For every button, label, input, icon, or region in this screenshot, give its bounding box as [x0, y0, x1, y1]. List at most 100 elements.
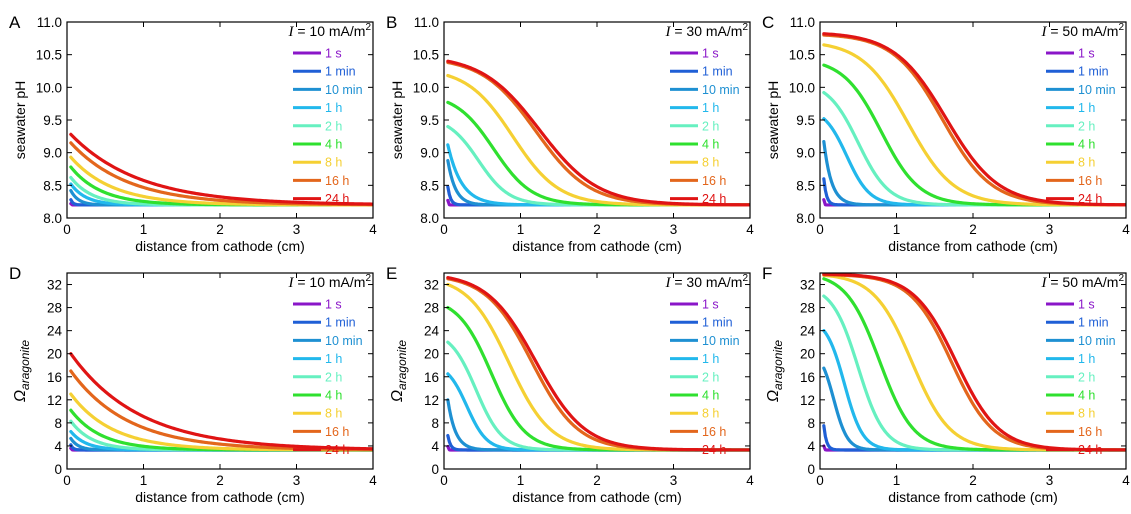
legend-entry: 4 h — [1078, 389, 1095, 403]
y-tick-label: 4 — [54, 439, 62, 454]
y-tick-label: 10.0 — [789, 80, 815, 95]
x-axis-label: distance from cathode (cm) — [888, 238, 1058, 254]
legend-entry: 1 h — [702, 352, 719, 366]
y-tick-label: 32 — [424, 278, 439, 293]
x-tick-label: 0 — [63, 473, 71, 488]
y-axis-label: Ωaragonite — [765, 340, 785, 403]
x-tick-label: 3 — [293, 473, 301, 488]
panel-letter: A — [9, 13, 21, 32]
legend-entry: 24 h — [325, 192, 349, 206]
y-tick-label: 20 — [47, 347, 62, 362]
legend-entry: 1 min — [702, 65, 733, 79]
x-axis-label: distance from cathode (cm) — [888, 489, 1058, 505]
legend-entry: 24 h — [702, 192, 726, 206]
legend-entry: 1 s — [325, 47, 342, 61]
x-tick-label: 0 — [440, 222, 448, 237]
x-tick-label: 0 — [816, 473, 824, 488]
legend-entry: 1 s — [702, 298, 719, 312]
legend-entry: 8 h — [1078, 407, 1095, 421]
y-tick-label: 0 — [431, 462, 439, 477]
y-tick-label: 10.5 — [413, 48, 439, 63]
panel-letter: E — [386, 264, 397, 283]
legend-entry: 1 s — [325, 298, 342, 312]
x-tick-label: 2 — [969, 222, 977, 237]
y-tick-label: 0 — [54, 462, 62, 477]
legend-entry: 24 h — [1078, 443, 1102, 457]
x-tick-label: 4 — [369, 473, 377, 488]
y-tick-label: 10.0 — [413, 80, 439, 95]
legend-entry: 8 h — [1078, 156, 1095, 170]
y-axis-label: Ωaragonite — [389, 340, 409, 403]
x-tick-label: 2 — [216, 473, 224, 488]
panel-letter: F — [762, 264, 772, 283]
y-axis-label: seawater pH — [765, 81, 781, 160]
legend-entry: 4 h — [325, 138, 342, 152]
x-tick-label: 4 — [1122, 222, 1130, 237]
series-line-24h — [822, 32, 1126, 207]
legend-entry: 1 min — [702, 316, 733, 330]
y-tick-label: 0 — [807, 462, 815, 477]
y-tick-label: 9.5 — [43, 113, 62, 128]
legend-entry: 2 h — [325, 119, 342, 133]
y-tick-label: 28 — [800, 301, 815, 316]
x-tick-label: 3 — [293, 222, 301, 237]
y-tick-label: 12 — [47, 393, 62, 408]
y-tick-label: 11.0 — [414, 15, 439, 30]
y-tick-label: 9.0 — [420, 146, 439, 161]
y-tick-label: 8.0 — [43, 211, 62, 226]
x-tick-label: 2 — [593, 222, 601, 237]
y-tick-label: 24 — [47, 324, 63, 339]
x-axis-label: distance from cathode (cm) — [135, 489, 305, 505]
y-tick-label: 10.5 — [789, 48, 815, 63]
x-tick-label: 2 — [969, 473, 977, 488]
legend-entry: 1 h — [1078, 352, 1095, 366]
x-tick-label: 4 — [1122, 473, 1130, 488]
legend-entry: 4 h — [702, 138, 719, 152]
legend-entry: 16 h — [702, 174, 726, 188]
x-tick-label: 1 — [517, 473, 525, 488]
panel-C: 0 1 2 3 4 8.0 8.5 9.0 9.5 10.0 10.5 11.0 distance fr… — [762, 13, 1130, 254]
y-tick-label: 20 — [800, 347, 815, 362]
legend-entry: 1 h — [702, 101, 719, 115]
legend-entry: 16 h — [325, 425, 349, 439]
legend-entry: 1 h — [1078, 101, 1095, 115]
y-tick-label: 4 — [431, 439, 439, 454]
y-tick-label: 8.0 — [796, 211, 815, 226]
y-tick-label: 28 — [424, 301, 439, 316]
legend-entry: 8 h — [325, 407, 342, 421]
legend-entry: 10 min — [1078, 83, 1116, 97]
series-line-24h — [446, 59, 750, 207]
legend-entry: 10 min — [702, 334, 740, 348]
y-tick-label: 20 — [424, 347, 439, 362]
x-tick-label: 2 — [216, 222, 224, 237]
y-tick-label: 8.5 — [796, 178, 815, 193]
x-tick-label: 3 — [670, 473, 678, 488]
x-tick-label: 3 — [1046, 222, 1054, 237]
current-density-label: I = 10 mA/m2 — [287, 273, 371, 291]
y-tick-label: 16 — [47, 370, 62, 385]
x-tick-label: 4 — [746, 222, 754, 237]
y-tick-label: 12 — [800, 393, 815, 408]
y-axis-label: Ωaragonite — [12, 340, 32, 403]
x-tick-label: 4 — [369, 222, 377, 237]
current-density-label: I = 30 mA/m2 — [664, 273, 748, 291]
legend-entry: 2 h — [1078, 370, 1095, 384]
x-tick-label: 1 — [893, 222, 901, 237]
x-tick-label: 1 — [893, 473, 901, 488]
legend-entry: 24 h — [702, 443, 726, 457]
legend-entry: 2 h — [325, 370, 342, 384]
y-tick-label: 4 — [807, 439, 815, 454]
legend-entry: 10 min — [325, 83, 363, 97]
y-tick-label: 24 — [424, 324, 440, 339]
y-tick-label: 10.5 — [36, 48, 62, 63]
y-tick-label: 28 — [47, 301, 62, 316]
x-tick-label: 0 — [440, 473, 448, 488]
panel-B: 0 1 2 3 4 8.0 8.5 9.0 9.5 10.0 10.5 11.0 distance fr… — [386, 13, 754, 254]
current-density-label: I = 50 mA/m2 — [1040, 273, 1124, 291]
x-tick-label: 2 — [593, 473, 601, 488]
y-tick-label: 8.5 — [43, 178, 62, 193]
y-tick-label: 10.0 — [36, 80, 62, 95]
x-tick-label: 1 — [140, 473, 148, 488]
